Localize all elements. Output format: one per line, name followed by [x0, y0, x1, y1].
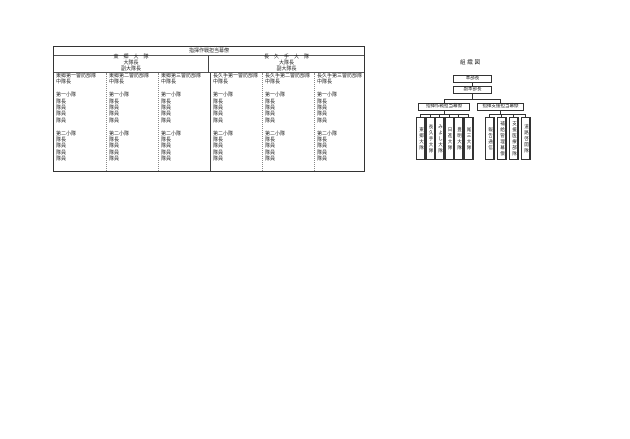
battalion-name: 東 郷 大 隊	[113, 54, 149, 60]
org-box-unit: 道路啓開隊	[521, 117, 530, 160]
org-box-deputy: 副本部長	[453, 86, 492, 94]
battalion-header-togo: 東 郷 大 隊 大隊長 副大隊長	[54, 54, 209, 73]
battalion-roles: 大隊長 副大隊長	[120, 59, 141, 72]
unit-name: 東郷第三警防部隊	[161, 73, 202, 79]
unit-members: 中隊長 第一小隊 隊長 隊員 隊員 隊員 第二小隊 隊長 隊員 隊員 隊員	[109, 79, 130, 163]
unit-name: 長久手第一警防部隊	[213, 73, 259, 79]
org-box-unit: みよし大隊	[435, 117, 444, 160]
unit-column: 長久手第三警防部隊 中隊長 第一小隊 隊長 隊員 隊員 隊員 第二小隊 隊長 隊員…	[314, 73, 366, 171]
battalion-header-nagakute: 長 久 手 大 隊 大隊長 副大隊長	[209, 54, 364, 73]
battalion-roles: 大隊長 副大隊長	[276, 59, 297, 72]
unit-members: 中隊長 第一小隊 隊長 隊員 隊員 隊員 第二小隊 隊長 隊員 隊員 隊員	[213, 79, 234, 163]
unit-column: 長久手第一警防部隊 中隊長 第一小隊 隊長 隊員 隊員 隊員 第二小隊 隊長 隊員…	[210, 73, 262, 171]
table-title: 指揮作戦担当幕僚	[54, 47, 364, 56]
org-box-unit: 日進大隊	[444, 117, 454, 160]
unit-column: 東郷第二警防部隊 中隊長 第一小隊 隊長 隊員 隊員 隊員 第二小隊 隊長 隊員 …	[106, 73, 158, 171]
unit-name: 長久手第三警防部隊	[317, 73, 363, 79]
org-box-right-staff: 指揮支援担当幕僚	[477, 103, 524, 111]
org-box-chief: 本部長	[453, 75, 492, 83]
unit-column: 長久手第二警防部隊 中隊長 第一小隊 隊長 隊員 隊員 隊員 第二小隊 隊長 隊員…	[262, 73, 314, 171]
org-box-unit: 東郷大隊	[416, 117, 425, 160]
org-box-unit: 補給管理幕僚	[497, 117, 506, 160]
unit-column: 東郷第一警防部隊 中隊長 第一小隊 隊長 隊員 隊員 隊員 第二小隊 隊長 隊員 …	[54, 73, 106, 171]
unit-members: 中隊長 第一小隊 隊長 隊員 隊員 隊員 第二小隊 隊長 隊員 隊員 隊員	[317, 79, 338, 163]
org-box-unit: 支援医療部隊	[509, 117, 518, 160]
battalion-name: 長 久 手 大 隊	[263, 54, 309, 60]
org-box-unit: 尾三大隊	[463, 117, 473, 160]
unit-name: 東郷第一警防部隊	[56, 73, 97, 79]
org-box-unit: 報告通信	[485, 117, 494, 160]
staff-table: 指揮作戦担当幕僚 東 郷 大 隊 大隊長 副大隊長 長 久 手 大 隊 大隊長 …	[53, 46, 365, 172]
unit-members: 中隊長 第一小隊 隊長 隊員 隊員 隊員 第二小隊 隊長 隊員 隊員 隊員	[161, 79, 182, 163]
unit-members: 中隊長 第一小隊 隊長 隊員 隊員 隊員 第二小隊 隊長 隊員 隊員 隊員	[56, 79, 77, 163]
org-chart-title: 組 織 図	[460, 60, 480, 66]
unit-name: 東郷第二警防部隊	[109, 73, 150, 79]
org-box-unit: 長久手大隊	[425, 117, 435, 160]
unit-members: 中隊長 第一小隊 隊長 隊員 隊員 隊員 第二小隊 隊長 隊員 隊員 隊員	[265, 79, 286, 163]
unit-column: 東郷第三警防部隊 中隊長 第一小隊 隊長 隊員 隊員 隊員 第二小隊 隊長 隊員 …	[158, 73, 210, 171]
org-box-unit: 豊明大隊	[454, 117, 463, 160]
org-box-left-staff: 指揮作戦担当幕僚	[418, 103, 470, 111]
unit-name: 長久手第二警防部隊	[265, 73, 311, 79]
